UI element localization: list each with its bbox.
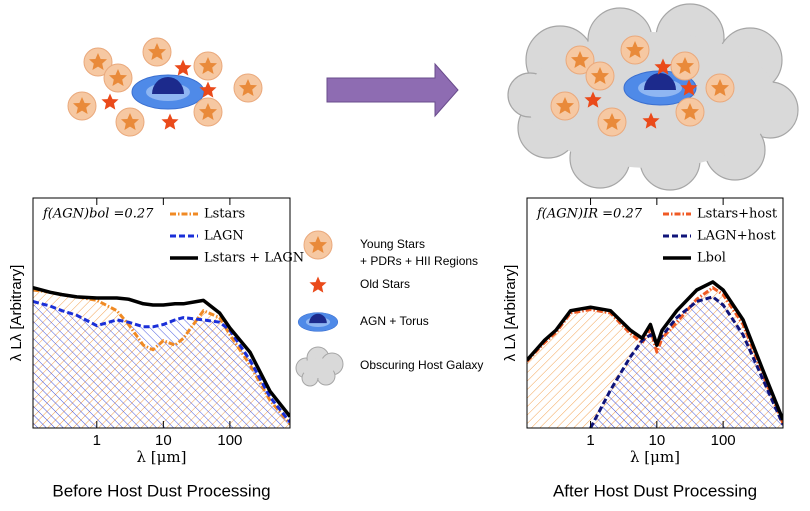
legend-label: Lstars (204, 207, 245, 222)
legend-label: Lstars + LAGN (204, 251, 304, 266)
key-text: + PDRs + HII Regions (360, 254, 478, 268)
series-line (589, 295, 783, 428)
x-axis-label: λ [μm] (630, 448, 680, 466)
x-tick-label: 100 (711, 432, 736, 449)
plot-frame (32, 197, 291, 429)
caption: After Host Dust Processing (553, 481, 757, 500)
plot-area (33, 286, 290, 428)
y-axis-label: λ Lλ [Arbitrary] (502, 265, 519, 362)
legend-label: Lbol (697, 251, 726, 266)
process-arrow (326, 62, 459, 118)
plot-area (527, 280, 783, 428)
series-line (33, 288, 290, 426)
x-tick-label: 1 (93, 432, 101, 449)
hatch-area (33, 301, 290, 428)
key-text: Old Stars (360, 277, 410, 291)
x-tick-label: 10 (155, 432, 172, 449)
key-text: Obscuring Host Galaxy (360, 358, 483, 372)
caption: Before Host Dust Processing (52, 481, 270, 500)
legend-label: Lstars+host (697, 207, 778, 222)
key-text: AGN + Torus (360, 314, 429, 328)
y-axis-label: λ Lλ [Arbitrary] (8, 265, 25, 362)
legend-label: LAGN (204, 229, 244, 244)
series-line (33, 300, 290, 424)
obscured-galaxy (507, 3, 799, 191)
key-text: Young Stars (360, 237, 425, 251)
x-axis-label: λ [μm] (137, 448, 187, 466)
series-line (33, 286, 290, 418)
hatch-area (590, 296, 783, 428)
x-tick-label: 10 (648, 432, 665, 449)
unobscured-galaxy (68, 38, 262, 136)
x-tick-label: 1 (586, 432, 594, 449)
annotation: f(AGN)IR =0.27 (536, 207, 643, 222)
annotation: f(AGN)bol =0.27 (42, 207, 154, 222)
legend-label: LAGN+host (697, 229, 777, 244)
x-tick-label: 100 (217, 432, 242, 449)
symbol-key: Young Stars + PDRs + HII Regions Old Sta… (295, 231, 483, 387)
series-line (527, 280, 783, 421)
plot-frame (526, 197, 784, 429)
